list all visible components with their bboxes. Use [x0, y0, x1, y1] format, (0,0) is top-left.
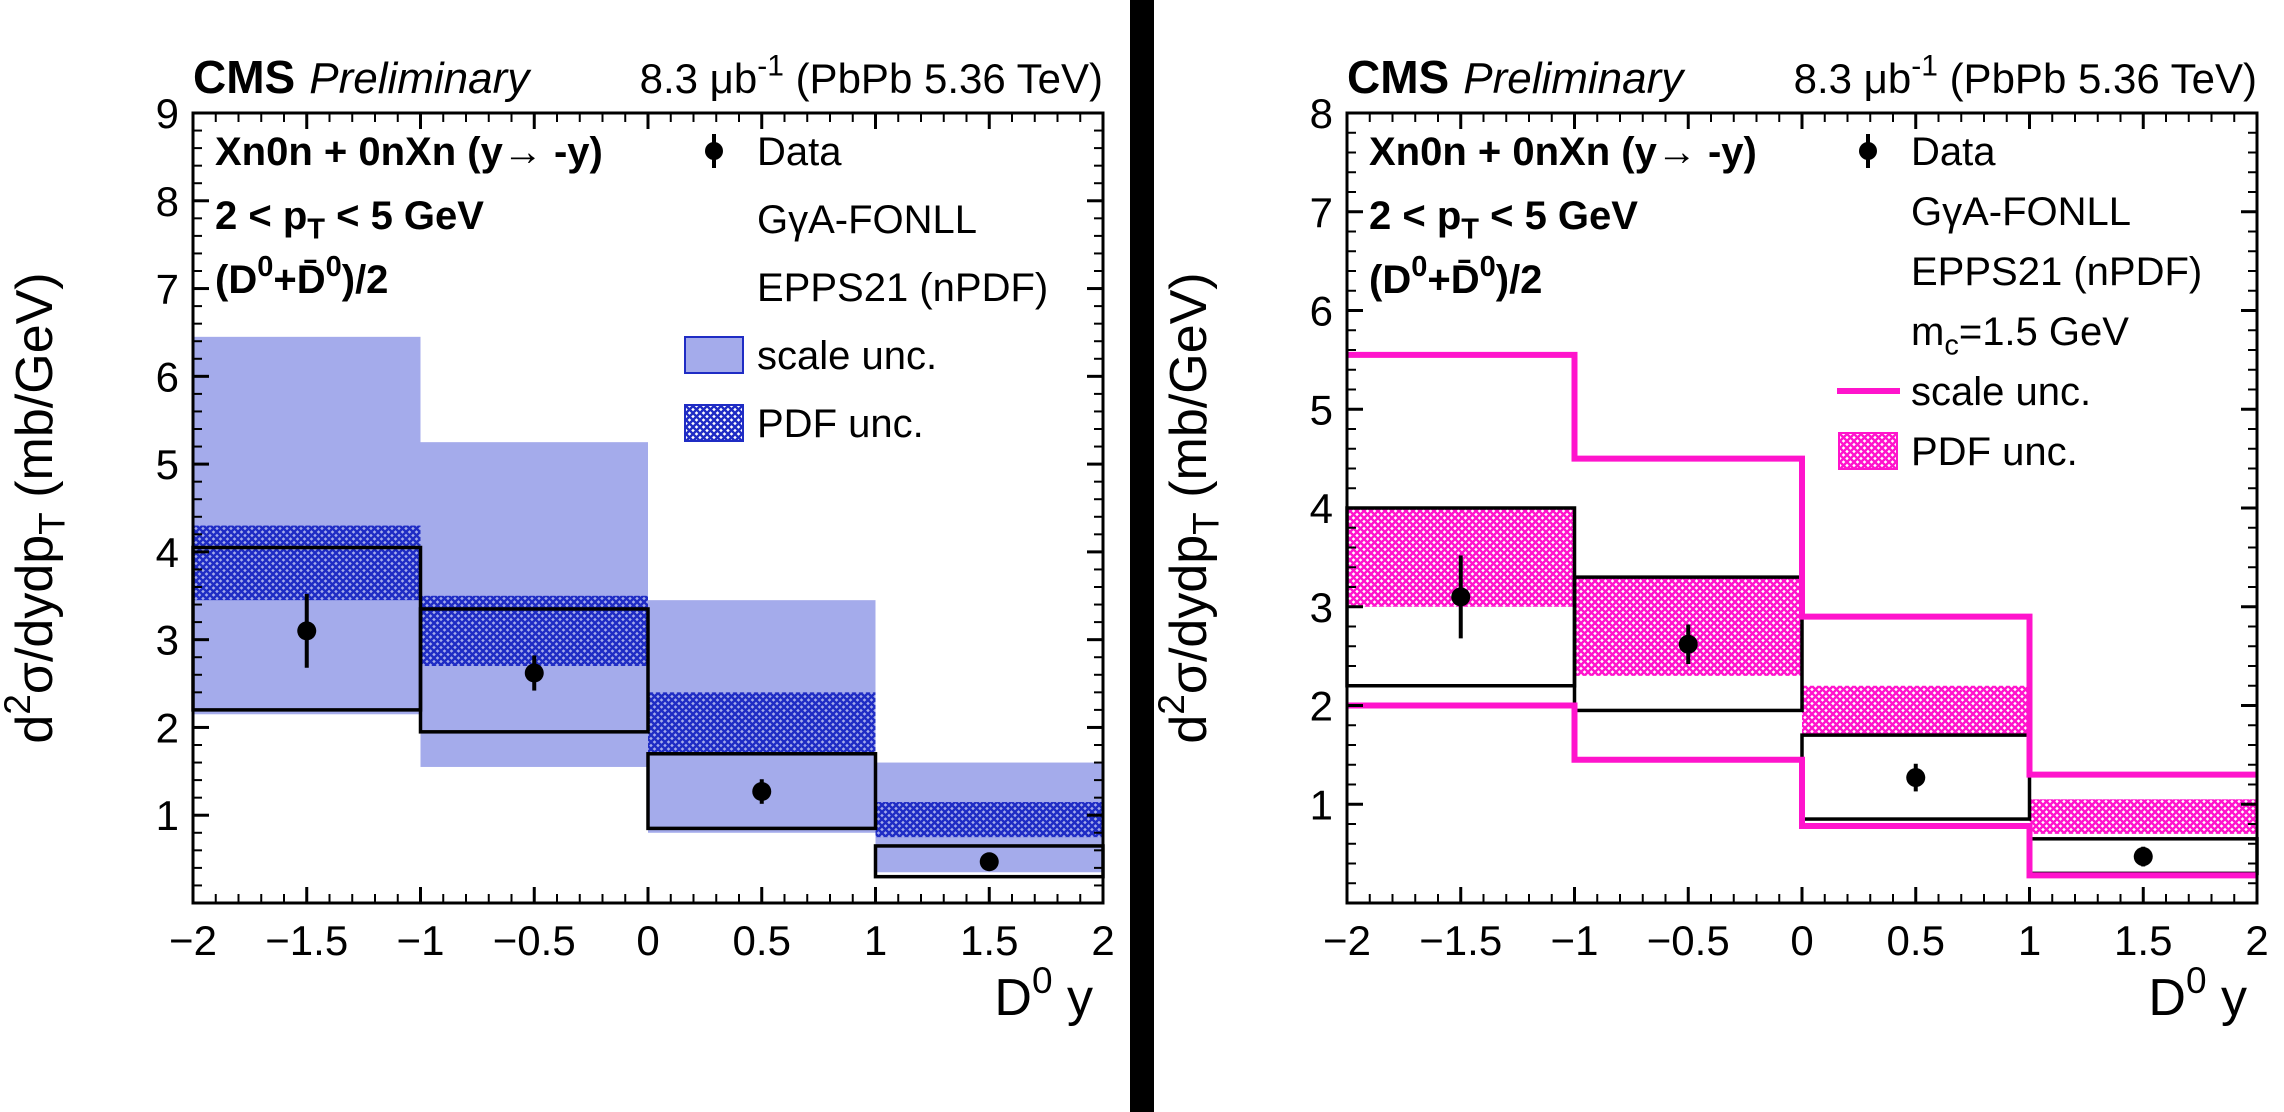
legend-label: Data	[757, 130, 842, 174]
x-axis-title: D0 y	[2148, 960, 2247, 1027]
annotations: Xn0n + 0nXn (y→ -y) 2 < pT < 5 GeV(D0+D̄0…	[215, 130, 603, 302]
x-tick-label: 0	[1790, 917, 1813, 964]
x-tick-label: 1	[2018, 917, 2041, 964]
legend-label: scale unc.	[757, 334, 937, 378]
y-tick-label: 8	[156, 178, 179, 225]
legend-item-epps21-npdf: EPPS21 (nPDF)	[1911, 250, 2202, 294]
y-tick-label: 7	[156, 266, 179, 313]
x-tick-label: −2	[169, 917, 217, 964]
legend: Data GγA-FONLL EPPS21 (nPDF) scale unc. PDF …	[684, 130, 1048, 446]
chart-right-epps21-magenta: −2 −1.5 −1 −0.5 0 0.5 1 1.5 2 1 2 3 4 5 6 7 8 D0 y d2σ/dyd…	[1154, 49, 2269, 1027]
y-tick-label: 2	[1310, 683, 1333, 730]
legend-label: PDF unc.	[1911, 430, 2078, 474]
legend-item-data: Data	[1859, 130, 1996, 174]
y-tick-label: 1	[156, 792, 179, 839]
x-tick-label: −1	[397, 917, 445, 964]
series-data	[1451, 555, 2153, 867]
legend-label: EPPS21 (nPDF)	[1911, 250, 2202, 294]
y-tick-label: 3	[1310, 584, 1333, 631]
chart-left-epps21-blue: −2 −1.5 −1 −0.5 0 0.5 1 1.5 2 1 2 3 4 5 6 7 8 9 D0 y d2σ/dy…	[0, 49, 1115, 1027]
header-experiment-status: CMS Preliminary	[193, 51, 532, 103]
axes: −2 −1.5 −1 −0.5 0 0.5 1 1.5 2 1 2 3 4 5 6 7 8	[1310, 90, 2269, 964]
panel-left: −2 −1.5 −1 −0.5 0 0.5 1 1.5 2 1 2 3 4 5 6 7 8 9 D0 y d2σ/dy…	[0, 0, 1130, 1112]
annotation-line: Xn0n + 0nXn (y→ -y)	[215, 130, 603, 174]
y-tick-label: 8	[1310, 90, 1333, 137]
annotation-line: (D0+D̄0)/2	[215, 251, 388, 302]
y-tick-label: 3	[156, 617, 179, 664]
panel-separator	[1130, 0, 1154, 1112]
legend-item-epps21-npdf: EPPS21 (nPDF)	[757, 266, 1048, 310]
legend: Data GγA-FONLL EPPS21 (nPDF) mc=1.5 GeV scal…	[1837, 130, 2202, 474]
annotation-line: 2 < pT < 5 GeV	[1369, 194, 1638, 246]
y-tick-label: 6	[156, 353, 179, 400]
legend-label: GγA-FONLL	[757, 198, 977, 242]
x-tick-label: −1.5	[265, 917, 348, 964]
x-tick-label: −1.5	[1419, 917, 1502, 964]
header-lumi: 8.3 μb-1 (PbPb 5.36 TeV)	[640, 49, 1103, 102]
fill-swatch-icon	[684, 336, 744, 374]
series-data	[297, 594, 999, 872]
legend-item-pdf-unc: PDF unc.	[684, 402, 924, 446]
x-tick-label: −0.5	[493, 917, 576, 964]
x-tick-label: 1.5	[960, 917, 1018, 964]
series-scale-unc	[1347, 351, 2257, 879]
x-tick-label: 0.5	[1887, 917, 1945, 964]
legend-item-pdf-unc: PDF unc.	[1838, 430, 2078, 474]
legend-item-g-a-fonll: GγA-FONLL	[1911, 190, 2131, 234]
y-tick-label: 5	[1310, 386, 1333, 433]
legend-item-data: Data	[705, 130, 842, 174]
annotation-line: Xn0n + 0nXn (y→ -y)	[1369, 130, 1757, 174]
y-tick-label: 1	[1310, 781, 1333, 828]
y-tick-label: 4	[156, 529, 179, 576]
legend-label: Data	[1911, 130, 1996, 174]
legend-label: GγA-FONLL	[1911, 190, 2131, 234]
header-lumi: 8.3 μb-1 (PbPb 5.36 TeV)	[1794, 49, 2257, 102]
panel-right: −2 −1.5 −1 −0.5 0 0.5 1 1.5 2 1 2 3 4 5 6 7 8 D0 y d2σ/dyd…	[1154, 0, 2284, 1112]
legend-item-scale-unc: scale unc.	[684, 334, 937, 378]
y-tick-label: 7	[1310, 189, 1333, 236]
annotation-line: (D0+D̄0)/2	[1369, 251, 1542, 302]
legend-label: PDF unc.	[757, 402, 924, 446]
x-tick-label: 1.5	[2114, 917, 2172, 964]
x-tick-label: −1	[1551, 917, 1599, 964]
annotations: Xn0n + 0nXn (y→ -y) 2 < pT < 5 GeV(D0+D̄0…	[1369, 130, 1757, 302]
series-pdf-unc	[193, 525, 1103, 838]
x-tick-label: −2	[1323, 917, 1371, 964]
legend-item-scale-unc: scale unc.	[1837, 370, 2091, 414]
y-tick-label: 6	[1310, 288, 1333, 335]
y-tick-label: 5	[156, 441, 179, 488]
x-tick-label: 2	[1091, 917, 1114, 964]
x-tick-label: 1	[864, 917, 887, 964]
hatch-swatch-icon	[1838, 432, 1898, 470]
legend-label: mc=1.5 GeV	[1911, 310, 2129, 362]
header-experiment-status: CMS Preliminary	[1347, 51, 1686, 103]
legend-item-m-c-1-5-gev: mc=1.5 GeV	[1911, 310, 2129, 362]
legend-label: scale unc.	[1911, 370, 2091, 414]
annotation-line: 2 < pT < 5 GeV	[215, 194, 484, 246]
y-tick-label: 2	[156, 704, 179, 751]
y-axis-title: d2σ/dydpT (mb/GeV)	[0, 272, 73, 743]
hatch-swatch-icon	[684, 404, 744, 442]
x-tick-label: −0.5	[1647, 917, 1730, 964]
y-axis-title: d2σ/dydpT (mb/GeV)	[1154, 272, 1227, 743]
y-tick-label: 9	[156, 90, 179, 137]
x-tick-label: 0	[636, 917, 659, 964]
axes: −2 −1.5 −1 −0.5 0 0.5 1 1.5 2 1 2 3 4 5 6 7 8 9	[156, 90, 1115, 964]
x-tick-label: 0.5	[733, 917, 791, 964]
legend-label: EPPS21 (nPDF)	[757, 266, 1048, 310]
legend-item-g-a-fonll: GγA-FONLL	[757, 198, 977, 242]
y-tick-label: 4	[1310, 485, 1333, 532]
x-tick-label: 2	[2245, 917, 2268, 964]
x-axis-title: D0 y	[994, 960, 1093, 1027]
